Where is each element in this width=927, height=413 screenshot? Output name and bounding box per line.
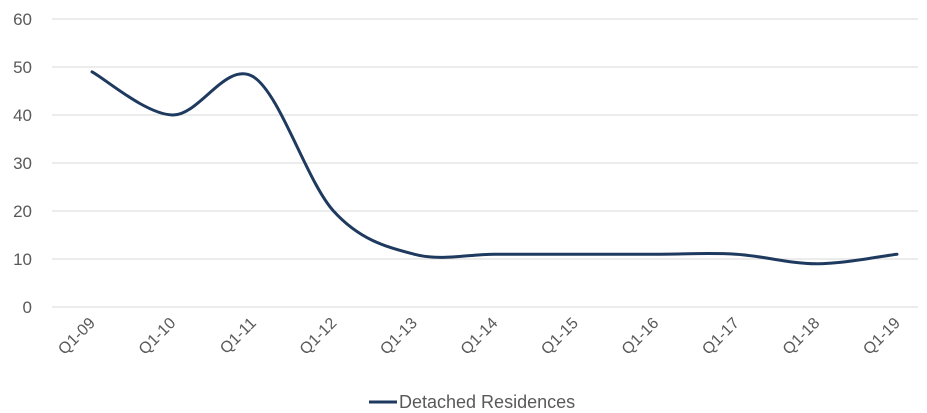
x-tick-label: Q1-13 <box>377 315 421 359</box>
x-tick-label: Q1-10 <box>136 315 180 359</box>
x-tick-label: Q1-09 <box>55 315 99 359</box>
y-tick-label: 10 <box>13 250 32 269</box>
x-tick-label: Q1-14 <box>458 315 502 359</box>
y-tick-label: 40 <box>13 106 32 125</box>
series-layer <box>90 70 899 266</box>
x-tick-label: Q1-18 <box>780 315 824 359</box>
y-tick-label: 60 <box>13 10 32 29</box>
x-tick-label: Q1-15 <box>538 315 582 359</box>
x-axis-ticks: Q1-09 Q1-10 Q1-11 Q1-12 Q1-13 Q1-14 Q1-15 Q1-16… <box>55 315 904 359</box>
y-tick-label: 0 <box>23 298 32 317</box>
x-tick-label: Q1-16 <box>619 315 663 359</box>
x-tick-label: Q1-12 <box>297 315 341 359</box>
series-line-detached-residences <box>92 72 897 264</box>
gridlines <box>52 19 918 307</box>
x-tick-label: Q1-19 <box>860 315 904 359</box>
y-tick-label: 30 <box>13 154 32 173</box>
legend-label: Detached Residences <box>399 392 575 412</box>
y-tick-label: 50 <box>13 58 32 77</box>
legend: Detached Residences <box>369 392 575 412</box>
y-tick-label: 20 <box>13 202 32 221</box>
y-axis-ticks: 0 10 20 30 40 50 60 <box>13 10 32 317</box>
x-tick-label: Q1-11 <box>217 315 260 358</box>
x-tick-label: Q1-17 <box>699 315 743 359</box>
